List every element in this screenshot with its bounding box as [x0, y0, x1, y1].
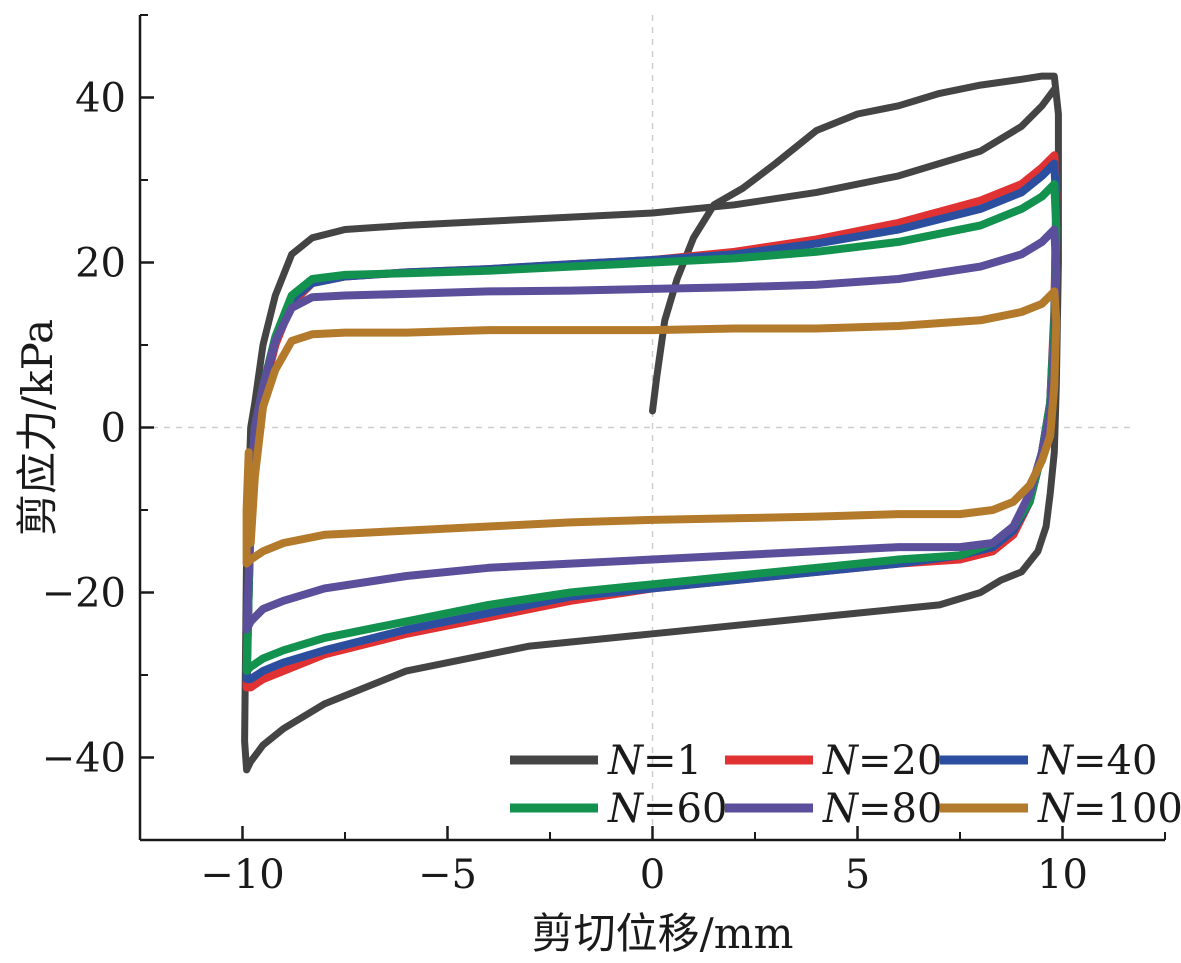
x-tick-label: 10	[1037, 852, 1088, 898]
y-tick-label: −40	[42, 736, 126, 782]
x-ticks: −10 −5 0 5 10	[139, 826, 1166, 898]
y-tick-label: 40	[75, 76, 126, 122]
legend-label: N=20	[822, 738, 942, 784]
series-line-n40	[242, 159, 1061, 684]
x-tick-label: −10	[200, 852, 284, 898]
y-tick-label: 0	[101, 406, 126, 452]
y-axis-title: 剪应力/kPa	[13, 319, 62, 536]
legend-label: N=60	[607, 786, 727, 832]
y-tick-label: −20	[42, 571, 126, 617]
legend-label: N=80	[822, 786, 942, 832]
legend-label: N=1	[607, 738, 702, 784]
legend: N=1 N=20 N=40 N=60 N=80 N=100	[510, 738, 1181, 832]
legend-label: N=100	[1037, 786, 1181, 832]
y-ticks: −40 −20 0 20 40	[42, 14, 154, 841]
series-line-n80	[242, 225, 1061, 634]
series-line-n1	[241, 72, 1062, 774]
x-tick-label: −5	[418, 852, 477, 898]
x-tick-label: 0	[640, 852, 665, 898]
x-axis-title: 剪切位移/mm	[532, 909, 794, 958]
x-tick-label: 5	[845, 852, 870, 898]
series-group	[241, 72, 1062, 774]
grid-lines	[140, 15, 1135, 840]
axes: −10 −5 0 5 10 −40 −20 0 20 40	[42, 14, 1166, 898]
series-line-n100	[242, 287, 1061, 568]
legend-label: N=40	[1037, 738, 1157, 784]
y-tick-label: 20	[75, 241, 126, 287]
